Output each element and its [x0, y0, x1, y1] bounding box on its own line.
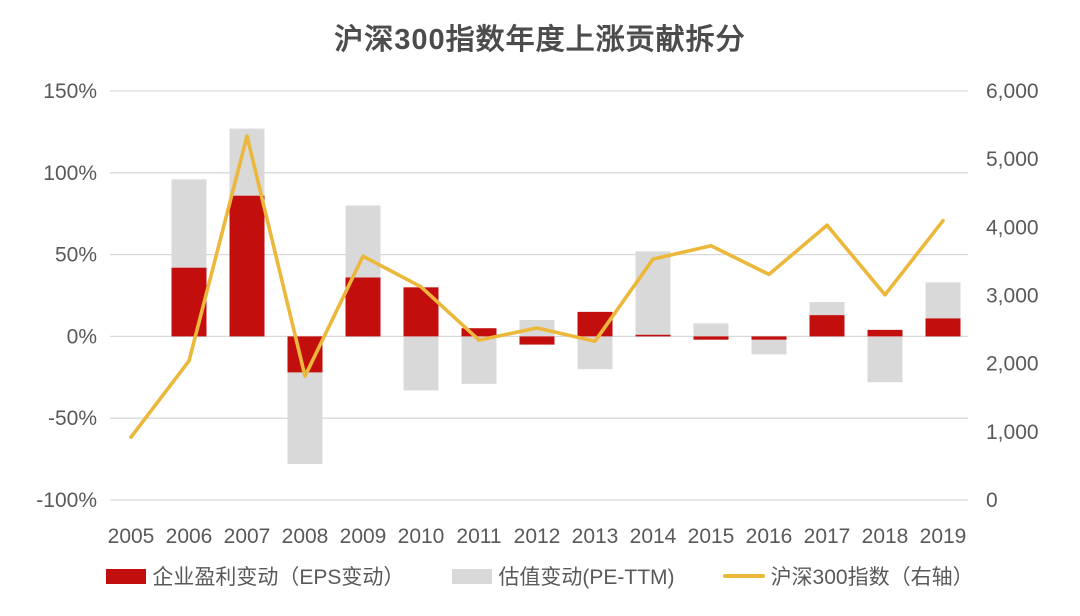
bar-eps-change [751, 336, 787, 340]
bar-eps-change [519, 336, 555, 345]
legend-item-pe: 估值变动(PE-TTM) [452, 561, 675, 591]
bar-eps-change [171, 267, 207, 337]
x-axis-year-label: 2005 [108, 525, 155, 548]
bar-eps-change [461, 328, 497, 337]
legend-label-index: 沪深300指数（右轴） [770, 566, 974, 589]
x-axis-year-label: 2008 [282, 525, 329, 548]
left-axis-tick-label: 50% [55, 244, 97, 267]
x-axis-year-label: 2015 [688, 525, 735, 548]
bar-eps-change [867, 329, 903, 337]
right-axis-tick-label: 4,000 [986, 216, 1039, 239]
bar-pe-change [461, 336, 497, 384]
eps-bar-swatch-icon [106, 568, 147, 584]
bar-eps-change [403, 287, 439, 337]
x-axis-year-label: 2016 [746, 525, 793, 548]
legend-label-pe: 估值变动(PE-TTM) [498, 566, 675, 589]
bar-pe-change [287, 372, 323, 465]
x-axis-year-label: 2007 [224, 525, 271, 548]
bar-eps-change [693, 336, 729, 340]
x-axis-year-label: 2009 [340, 525, 387, 548]
bar-pe-change [403, 336, 439, 391]
left-axis-tick-label: -100% [36, 489, 97, 512]
left-axis-tick-label: 100% [43, 162, 97, 185]
legend-item-index: 沪深300指数（右轴） [722, 561, 974, 591]
bar-eps-change [229, 195, 265, 337]
index-line [129, 134, 945, 439]
chart-title: 沪深300指数年度上涨贡献拆分 [334, 24, 746, 56]
pe-bar-swatch-icon [452, 568, 493, 584]
right-axis-tick-label: 1,000 [986, 421, 1039, 444]
x-axis-year-label: 2014 [630, 525, 677, 548]
bar-eps-change [925, 318, 961, 337]
x-axis-year-label: 2019 [920, 525, 967, 548]
bar-eps-change [809, 315, 845, 337]
bar-pe-change [751, 339, 787, 355]
left-axis-tick-label: 0% [67, 325, 97, 348]
bar-pe-change [345, 205, 381, 278]
bar-pe-change [867, 336, 903, 383]
x-axis-year-label: 2013 [572, 525, 619, 548]
bar-eps-change [635, 334, 671, 337]
x-axis-year-label: 2012 [514, 525, 561, 548]
x-axis-year-label: 2006 [166, 525, 213, 548]
right-axis-tick-label: 6,000 [986, 80, 1039, 103]
right-axis-tick-label: 0 [986, 489, 998, 512]
left-axis-tick-label: -50% [48, 407, 97, 430]
bar-pe-change [925, 282, 961, 319]
bar-pe-change [809, 302, 845, 316]
right-axis-tick-label: 5,000 [986, 148, 1039, 171]
legend-item-eps: 企业盈利变动（EPS变动） [106, 561, 404, 591]
bar-eps-change [345, 277, 381, 337]
left-axis-tick-label: 150% [43, 80, 97, 103]
bar-pe-change [693, 323, 729, 337]
index-line-swatch-icon [722, 574, 765, 578]
x-axis-year-label: 2018 [862, 525, 909, 548]
chart-legend: 企业盈利变动（EPS变动） 估值变动(PE-TTM) 沪深300指数（右轴） [0, 560, 1080, 592]
bar-pe-change [635, 251, 671, 335]
right-axis-tick-label: 3,000 [986, 285, 1039, 308]
x-axis-year-label: 2017 [804, 525, 851, 548]
x-axis-year-label: 2011 [456, 525, 501, 548]
bar-pe-change [171, 179, 207, 268]
x-axis-year-label: 2010 [398, 525, 445, 548]
legend-label-eps: 企业盈利变动（EPS变动） [152, 566, 405, 589]
right-axis-tick-label: 2,000 [986, 353, 1039, 376]
